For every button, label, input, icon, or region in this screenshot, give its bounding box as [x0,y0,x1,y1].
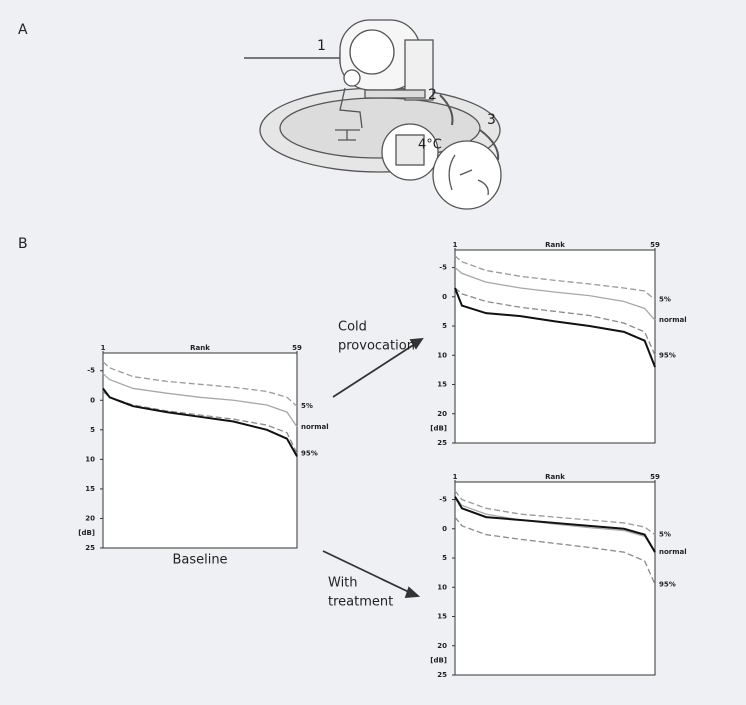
y-tick-label: 20 [437,642,447,650]
x-axis-label: Rank [190,344,210,352]
chart-caption: Baseline [172,553,227,568]
panel-label: A [18,22,28,38]
line-label: 5% [659,531,671,539]
plot-area [103,353,297,548]
x-axis-label: Rank [545,473,565,481]
y-tick-label: 15 [437,613,447,621]
line-label: normal [301,423,329,431]
panel-label: B [18,236,28,252]
y-tick-label: 15 [437,381,447,389]
arrow-label: With [328,576,358,591]
line-label: 95% [659,351,676,359]
plot-area [455,482,655,675]
page: A B 1 2 3 4°C Cold provocation With trea… [0,0,746,705]
y-tick-label: 0 [442,525,447,533]
figure: A B 1 2 3 4°C Cold provocation With trea… [0,0,746,705]
step-label: 2 [428,87,437,103]
y-tick-label: 25 [437,671,447,679]
x-axis-label: Rank [545,241,565,249]
x-tick-label: 59 [292,344,302,352]
y-tick-label: 10 [437,351,447,359]
y-tick-label: 10 [437,583,447,591]
y-tick-label: 5 [90,426,95,434]
step-label: 1 [317,38,326,54]
y-tick-label: 20 [85,514,95,522]
y-tick-label: -5 [439,496,447,504]
line-label: 95% [301,449,318,457]
line-label: 5% [659,296,671,304]
x-tick-label: 59 [650,241,660,249]
y-tick-label: 25 [437,439,447,447]
y-axis-label: [dB] [430,424,447,432]
x-tick-label: 59 [650,473,660,481]
line-label: normal [659,548,687,556]
y-tick-label: -5 [87,367,95,375]
x-tick-label: 1 [453,241,458,249]
x-tick-label: 1 [101,344,106,352]
y-tick-label: 0 [442,293,447,301]
y-tick-label: -5 [439,264,447,272]
line-label: 5% [301,402,313,410]
arrow-label: treatment [328,595,393,610]
arrow-label: Cold [338,320,367,335]
y-tick-label: 10 [85,455,95,463]
y-tick-label: 5 [442,322,447,330]
line-label: normal [659,316,687,324]
y-tick-label: 20 [437,410,447,418]
y-tick-label: 15 [85,485,95,493]
y-axis-label: [dB] [78,529,95,537]
step-label: 3 [487,112,496,128]
line-label: 95% [659,580,676,588]
plot-area [455,250,655,443]
arrow-label: provocation [338,339,415,354]
y-tick-label: 0 [90,396,95,404]
y-tick-label: 5 [442,554,447,562]
temperature-label: 4°C [418,138,442,153]
y-tick-label: 25 [85,544,95,552]
x-tick-label: 1 [453,473,458,481]
y-axis-label: [dB] [430,656,447,664]
